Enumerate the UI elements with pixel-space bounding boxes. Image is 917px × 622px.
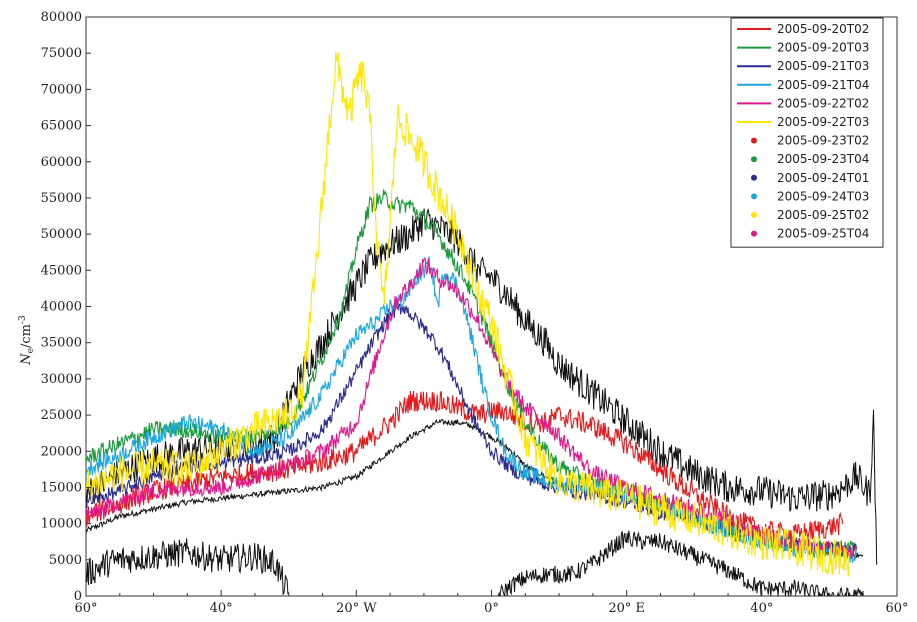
- x-tick-label: 40°: [210, 601, 233, 616]
- y-tick-label: 75000: [41, 46, 82, 61]
- legend-swatch: [751, 174, 757, 181]
- legend-label: 2005-09-23T02: [777, 134, 869, 148]
- x-tick-label: 60°: [885, 601, 908, 616]
- series-layer: [86, 52, 878, 596]
- black-trace-4: [497, 530, 864, 596]
- legend-box: [730, 17, 884, 248]
- legend-label: 2005-09-20T02: [777, 22, 869, 36]
- legend-swatch: [751, 193, 757, 200]
- black-trace-3: [86, 538, 290, 595]
- y-tick-label: 65000: [41, 119, 82, 134]
- y-tick-label: 30000: [41, 372, 82, 387]
- x-tick-label: 40°: [750, 601, 773, 616]
- legend-label: 2005-09-25T04: [777, 227, 869, 241]
- legend-label: 2005-09-22T03: [777, 115, 869, 129]
- y-tick-label: 5000: [49, 553, 82, 568]
- axis-layer: 0 5000 10000 15000 20000 25000 30000 35000 40000…: [41, 10, 909, 616]
- legend-label: 2005-09-24T01: [777, 171, 869, 185]
- series-line-2005-09-20T02: [86, 390, 844, 544]
- y-tick-label: 60000: [41, 155, 82, 170]
- series-line-2005-09-22T03: [86, 52, 850, 577]
- legend-label: 2005-09-23T04: [777, 152, 869, 166]
- x-tick-label: 0°: [484, 601, 499, 616]
- y-axis-label: Ne/cm-3: [18, 315, 36, 366]
- y-tick-label: 25000: [41, 408, 82, 423]
- legend-label: 2005-09-21T03: [777, 59, 869, 73]
- x-tick-label: 20° E: [608, 601, 645, 616]
- y-tick-label: 40000: [41, 300, 82, 315]
- y-tick-label: 10000: [41, 517, 82, 532]
- x-tick-label: 20° W: [336, 601, 377, 616]
- legend-label: 2005-09-20T03: [777, 41, 869, 55]
- y-tick-label: 80000: [41, 10, 82, 25]
- x-tick-label: 60°: [74, 601, 97, 616]
- legend-label: 2005-09-24T03: [777, 189, 869, 203]
- legend: 2005-09-20T02 2005-09-20T03 2005-09-21T03 2…: [730, 17, 884, 248]
- legend-swatch: [751, 230, 757, 237]
- traces: [86, 52, 878, 596]
- y-tick-label: 55000: [41, 191, 82, 206]
- y-tick-label: 20000: [41, 444, 82, 459]
- legend-swatch: [751, 137, 757, 144]
- legend-label: 2005-09-21T04: [777, 78, 869, 92]
- legend-label: 2005-09-25T02: [777, 208, 869, 222]
- y-tick-label: 15000: [41, 480, 82, 495]
- y-tick-label: 0: [74, 589, 82, 604]
- y-tick-label: 50000: [41, 227, 82, 242]
- y-tick-label: 45000: [41, 263, 82, 278]
- legend-swatch: [751, 212, 757, 218]
- legend-label: 2005-09-22T02: [777, 96, 869, 110]
- legend-swatch: [751, 156, 757, 163]
- y-tick-label: 70000: [41, 82, 82, 97]
- y-tick-label: 35000: [41, 336, 82, 351]
